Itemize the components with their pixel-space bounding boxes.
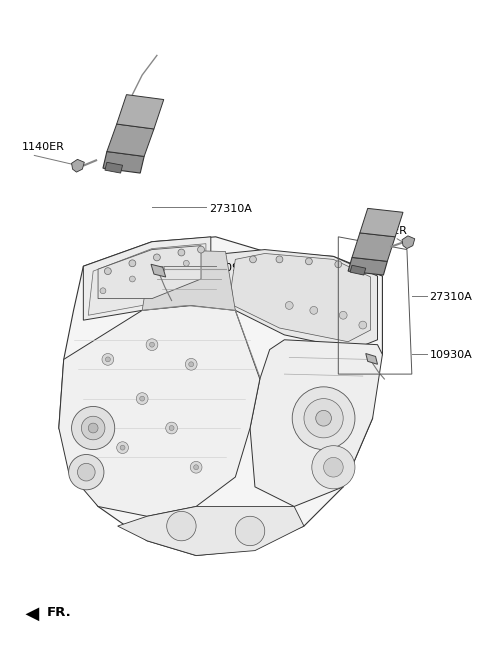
- Circle shape: [88, 423, 98, 433]
- Circle shape: [235, 516, 265, 546]
- Polygon shape: [25, 608, 39, 622]
- Circle shape: [360, 267, 366, 275]
- Circle shape: [102, 353, 114, 365]
- Circle shape: [167, 511, 196, 541]
- Circle shape: [185, 359, 197, 370]
- Circle shape: [100, 288, 106, 294]
- Text: 10930A: 10930A: [430, 350, 472, 361]
- Circle shape: [136, 393, 148, 405]
- Polygon shape: [107, 124, 154, 156]
- Circle shape: [189, 362, 193, 367]
- Circle shape: [359, 321, 367, 329]
- Polygon shape: [103, 152, 144, 173]
- Polygon shape: [221, 250, 377, 350]
- Circle shape: [105, 267, 111, 275]
- Polygon shape: [360, 208, 403, 237]
- Polygon shape: [59, 237, 383, 556]
- Circle shape: [285, 302, 293, 309]
- Circle shape: [178, 249, 185, 256]
- Circle shape: [324, 457, 343, 477]
- Polygon shape: [142, 250, 235, 310]
- Polygon shape: [84, 237, 211, 320]
- Circle shape: [106, 357, 110, 362]
- Circle shape: [82, 417, 105, 440]
- Circle shape: [193, 464, 199, 470]
- Circle shape: [339, 311, 347, 319]
- Circle shape: [72, 407, 115, 449]
- Text: 27310A: 27310A: [209, 204, 252, 214]
- Circle shape: [154, 254, 160, 261]
- Circle shape: [140, 396, 144, 401]
- Circle shape: [292, 387, 355, 449]
- Text: 10930A: 10930A: [219, 263, 262, 273]
- Polygon shape: [366, 353, 377, 364]
- Polygon shape: [118, 507, 304, 556]
- Polygon shape: [250, 340, 383, 507]
- Circle shape: [335, 261, 342, 267]
- Circle shape: [129, 260, 136, 267]
- Circle shape: [276, 256, 283, 263]
- Polygon shape: [151, 264, 166, 277]
- Circle shape: [169, 426, 174, 430]
- Polygon shape: [117, 95, 164, 129]
- Circle shape: [159, 266, 165, 272]
- Text: FR.: FR.: [47, 606, 72, 619]
- Polygon shape: [59, 306, 260, 516]
- Circle shape: [77, 463, 95, 481]
- Circle shape: [310, 306, 318, 314]
- Polygon shape: [352, 233, 395, 261]
- Circle shape: [312, 445, 355, 489]
- Circle shape: [150, 342, 155, 347]
- Circle shape: [305, 258, 312, 265]
- Text: 1140ER: 1140ER: [365, 226, 408, 236]
- Polygon shape: [231, 254, 371, 342]
- Text: 27310A: 27310A: [430, 292, 472, 302]
- Circle shape: [69, 455, 104, 490]
- Circle shape: [304, 399, 343, 438]
- Circle shape: [198, 246, 204, 253]
- Circle shape: [146, 339, 158, 351]
- Polygon shape: [348, 258, 387, 275]
- Polygon shape: [350, 265, 366, 275]
- Polygon shape: [402, 236, 415, 248]
- Circle shape: [117, 442, 129, 453]
- Circle shape: [130, 276, 135, 282]
- Polygon shape: [72, 160, 84, 172]
- Text: 1140ER: 1140ER: [22, 141, 64, 152]
- Circle shape: [250, 256, 256, 263]
- Circle shape: [190, 461, 202, 473]
- Circle shape: [120, 445, 125, 450]
- Circle shape: [183, 260, 189, 266]
- Circle shape: [166, 422, 178, 434]
- Polygon shape: [88, 244, 206, 315]
- Polygon shape: [98, 246, 201, 298]
- Circle shape: [316, 411, 331, 426]
- Polygon shape: [105, 162, 122, 173]
